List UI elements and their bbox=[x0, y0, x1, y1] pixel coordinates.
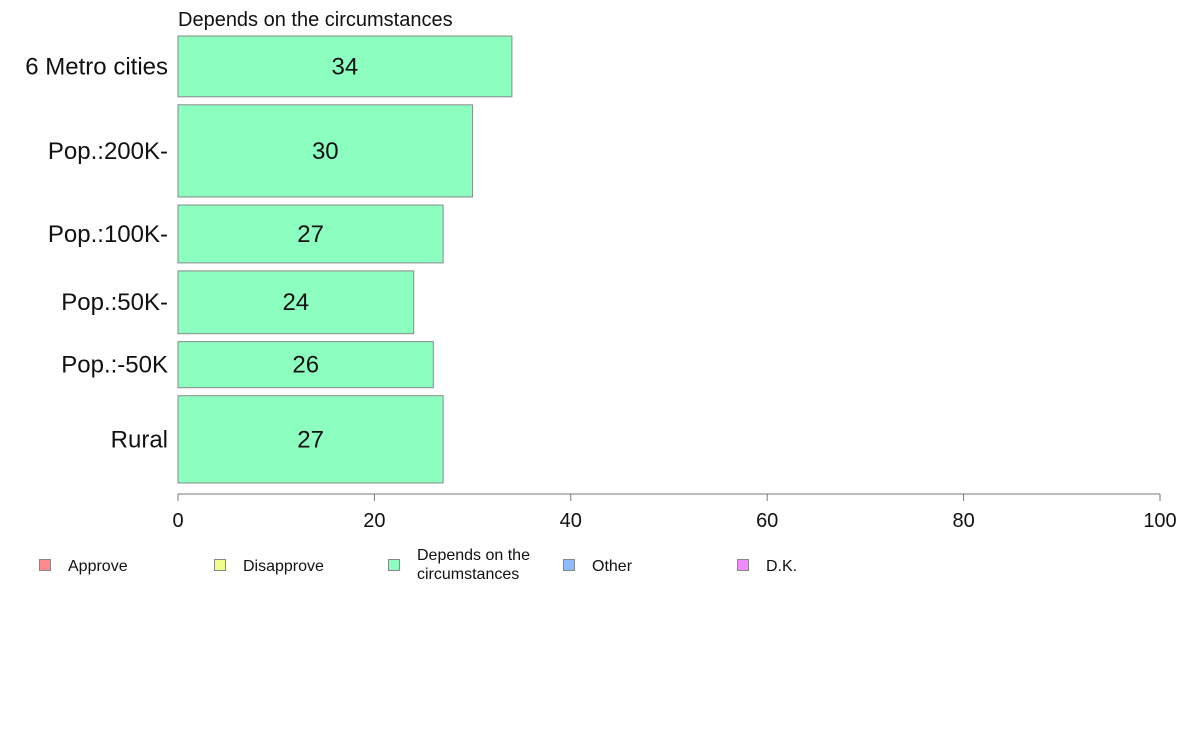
bar-value-label: 26 bbox=[292, 352, 319, 379]
bar bbox=[177, 395, 444, 484]
category-label: Pop.:50K- bbox=[61, 289, 168, 316]
bar-value-label: 27 bbox=[297, 426, 324, 453]
legend-item-approve: Approve bbox=[39, 546, 218, 576]
legend-item-other: Other bbox=[563, 546, 742, 576]
x-tick-label: 20 bbox=[363, 510, 385, 532]
legend-label: Depends on the circumstances bbox=[417, 547, 530, 583]
category-label: Pop.:200K- bbox=[48, 138, 168, 165]
bar bbox=[177, 104, 474, 198]
legend-label: D.K. bbox=[766, 558, 798, 575]
bar bbox=[177, 270, 415, 335]
legend-item-disapprove: Disapprove bbox=[214, 546, 393, 576]
x-axis: 0 20 40 60 80 100 bbox=[172, 493, 1177, 532]
x-tick-label: 100 bbox=[1143, 510, 1176, 532]
legend-label: Disapprove bbox=[243, 558, 324, 575]
bar bbox=[177, 204, 444, 264]
x-tick-label: 0 bbox=[172, 510, 183, 532]
x-tick-label: 60 bbox=[756, 510, 778, 532]
legend-item-depends: Depends on the circumstances bbox=[388, 546, 557, 584]
bar bbox=[177, 35, 513, 98]
legend-label: Approve bbox=[68, 558, 128, 575]
legend-swatch-depends bbox=[388, 559, 400, 571]
x-tick-label: 40 bbox=[560, 510, 582, 532]
bar-value-label: 24 bbox=[282, 289, 309, 316]
category-label: Pop.:-50K bbox=[61, 352, 168, 379]
legend-label: Other bbox=[592, 558, 633, 575]
bar-value-label: 27 bbox=[297, 221, 324, 248]
chart-title: Depends on the circumstances bbox=[178, 9, 453, 31]
x-tick-label: 80 bbox=[952, 510, 974, 532]
legend-swatch-dk bbox=[737, 559, 749, 571]
legend-item-dk: D.K. bbox=[737, 546, 916, 576]
legend-swatch-other bbox=[563, 559, 575, 571]
legend: Approve Disapprove Depends on the circum… bbox=[0, 546, 1188, 596]
category-label: 6 Metro cities bbox=[25, 53, 168, 80]
legend-swatch-approve bbox=[39, 559, 51, 571]
category-label: Rural bbox=[111, 426, 168, 453]
legend-swatch-disapprove bbox=[214, 559, 226, 571]
chart-canvas: Depends on the circumstances 34 6 Metro c… bbox=[25, 9, 1177, 532]
bar-value-label: 30 bbox=[312, 138, 339, 165]
bar-value-label: 34 bbox=[332, 53, 359, 80]
category-label: Pop.:100K- bbox=[48, 221, 168, 248]
bar-group: 34 6 Metro cities 30 Pop.:200K- 27 Pop.:100K-… bbox=[25, 35, 513, 484]
bar bbox=[177, 341, 434, 389]
